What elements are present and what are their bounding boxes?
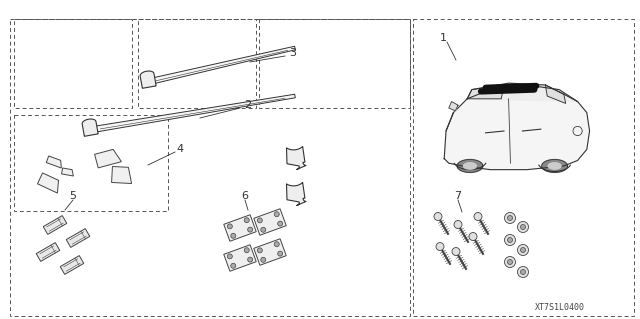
Circle shape (244, 248, 249, 253)
Circle shape (257, 218, 262, 223)
Circle shape (520, 225, 525, 229)
Polygon shape (36, 243, 60, 261)
Text: 4: 4 (177, 144, 184, 154)
Circle shape (275, 212, 279, 217)
Circle shape (508, 259, 513, 264)
Circle shape (244, 218, 249, 223)
Circle shape (508, 238, 513, 242)
Text: 7: 7 (454, 191, 461, 201)
Circle shape (452, 248, 460, 256)
Polygon shape (44, 216, 67, 234)
Circle shape (434, 212, 442, 220)
Polygon shape (224, 245, 256, 271)
Circle shape (504, 212, 515, 224)
Circle shape (231, 233, 236, 238)
Text: 2: 2 (244, 100, 252, 110)
Circle shape (469, 233, 477, 241)
Polygon shape (542, 160, 568, 172)
Polygon shape (467, 83, 578, 101)
Bar (14, 115, 168, 211)
Circle shape (518, 244, 529, 256)
Circle shape (231, 263, 236, 268)
Polygon shape (254, 239, 286, 265)
Polygon shape (111, 167, 132, 183)
Circle shape (248, 227, 253, 232)
Circle shape (508, 216, 513, 220)
Polygon shape (287, 146, 306, 169)
Circle shape (436, 242, 444, 250)
Polygon shape (287, 182, 306, 205)
Polygon shape (545, 85, 566, 103)
Polygon shape (90, 94, 295, 133)
Circle shape (520, 248, 525, 253)
Circle shape (227, 224, 232, 229)
Circle shape (474, 212, 482, 220)
Polygon shape (444, 85, 589, 170)
Circle shape (518, 266, 529, 278)
Polygon shape (61, 168, 74, 176)
Polygon shape (467, 85, 504, 99)
Circle shape (257, 248, 262, 253)
Circle shape (260, 227, 266, 232)
Polygon shape (449, 101, 458, 111)
Circle shape (454, 220, 462, 228)
Polygon shape (140, 71, 156, 88)
Text: 1: 1 (440, 33, 447, 43)
Text: XT7S1L0400: XT7S1L0400 (535, 303, 585, 313)
Circle shape (504, 234, 515, 246)
Circle shape (260, 257, 266, 262)
Text: 5: 5 (70, 191, 77, 201)
Circle shape (518, 221, 529, 233)
Polygon shape (463, 163, 476, 169)
Bar (14, 19, 132, 108)
Circle shape (504, 256, 515, 268)
Polygon shape (66, 229, 90, 248)
Circle shape (520, 270, 525, 275)
Polygon shape (548, 163, 561, 169)
Circle shape (275, 242, 279, 247)
Bar (10, 19, 410, 316)
Polygon shape (46, 156, 61, 168)
Bar (259, 19, 410, 108)
Polygon shape (95, 149, 122, 168)
Bar (138, 19, 256, 108)
Polygon shape (224, 215, 256, 241)
Polygon shape (254, 209, 286, 235)
Text: 6: 6 (241, 191, 248, 201)
Circle shape (248, 257, 253, 262)
Polygon shape (147, 46, 296, 85)
Text: 3: 3 (289, 48, 296, 58)
Polygon shape (457, 160, 483, 172)
Bar (413, 19, 634, 316)
Circle shape (278, 251, 283, 256)
Polygon shape (38, 173, 58, 193)
Polygon shape (60, 256, 84, 274)
Polygon shape (82, 119, 98, 136)
Circle shape (278, 221, 283, 226)
Circle shape (227, 254, 232, 259)
